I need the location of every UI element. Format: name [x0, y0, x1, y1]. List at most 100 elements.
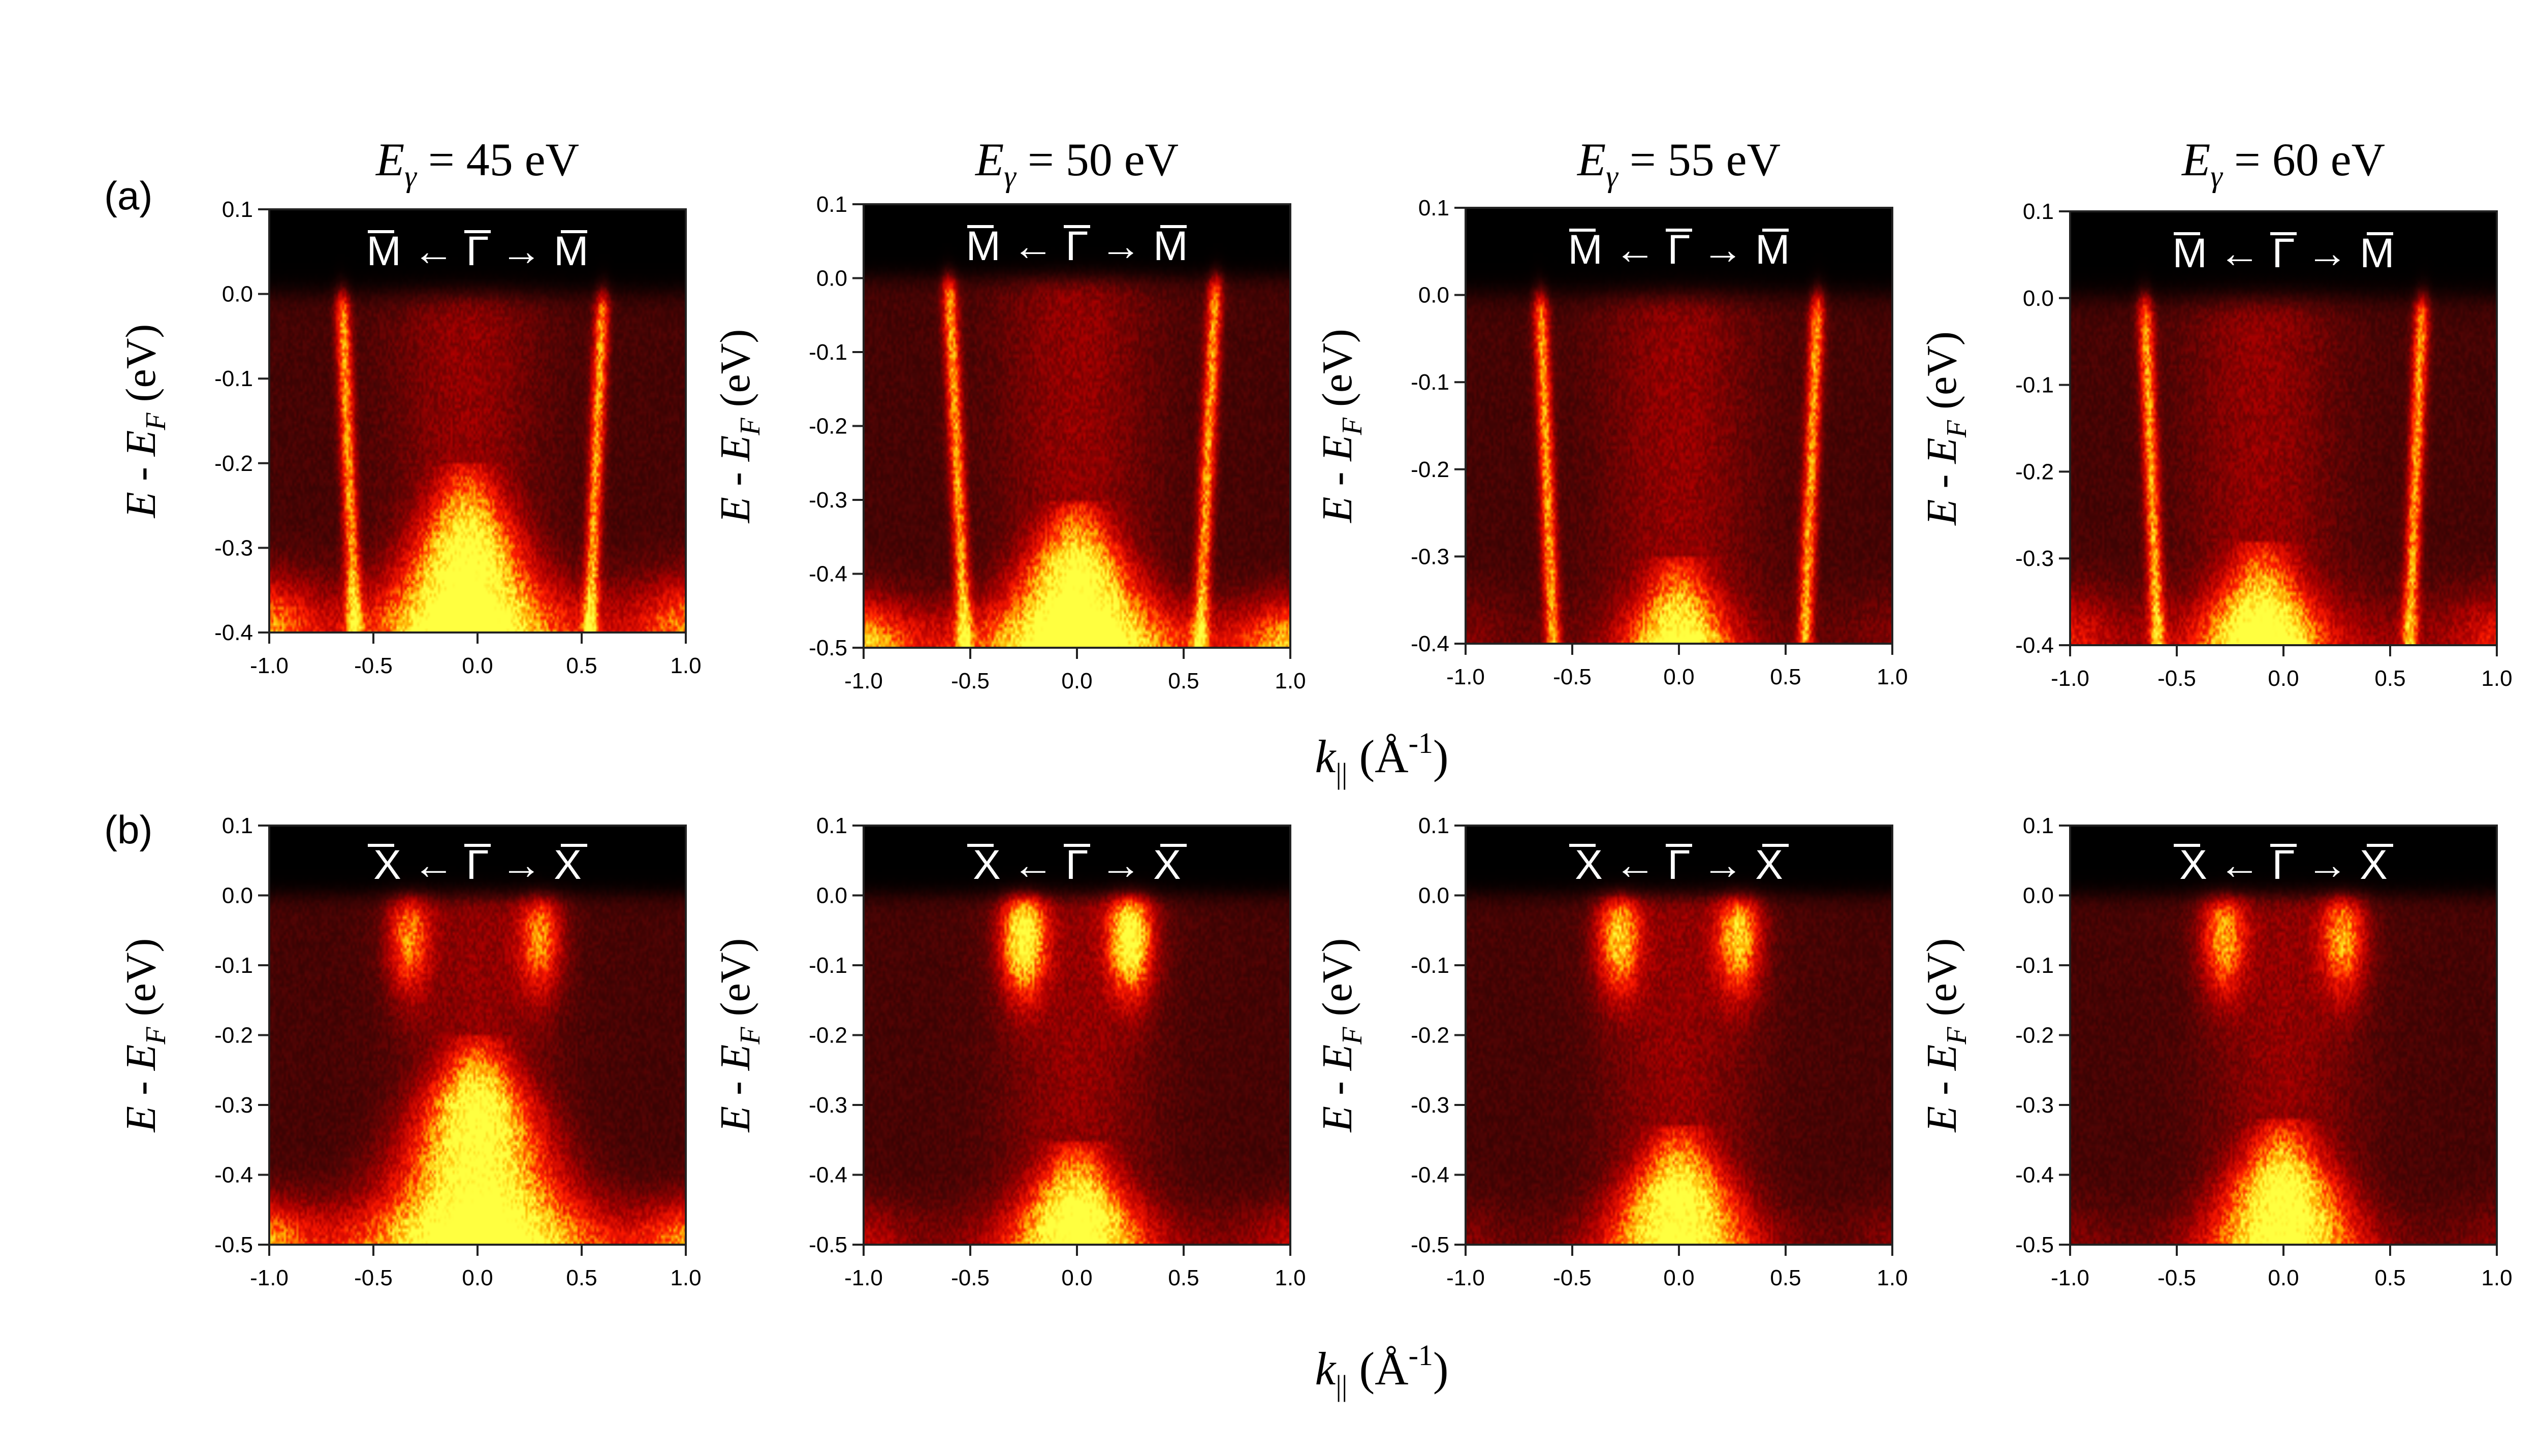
x-tick-label: -0.5 [2157, 1265, 2196, 1290]
xlabel-symbol: k [1315, 1343, 1337, 1395]
ylabel-subscript: F [1941, 1027, 1973, 1045]
y-tick-label: 0.0 [1418, 283, 1449, 308]
direction-center: Γ [1065, 223, 1088, 269]
y-tick-label: -0.4 [2015, 1163, 2054, 1188]
y-tick-label: -0.1 [809, 953, 847, 978]
x-tick-label: -1.0 [2051, 666, 2089, 691]
y-tick-label: 0.0 [222, 883, 253, 908]
direction-arrow: ← [2207, 230, 2272, 276]
direction-left: M [966, 223, 1001, 269]
row-label: (b) [104, 807, 152, 852]
ylabel-unit: (eV) [1314, 938, 1361, 1027]
y-tick-label: -0.2 [2015, 1023, 2054, 1048]
ylabel-unit: (eV) [117, 324, 165, 413]
y-tick-label: -0.3 [809, 1093, 847, 1118]
x-tick-label: -0.5 [354, 653, 393, 678]
y-axis-label: E - EF (eV) [712, 938, 766, 1133]
direction-arrow: → [489, 842, 554, 888]
x-axis-label: k|| (Å-1) [1315, 1339, 1448, 1402]
xlabel-close: ) [1433, 1343, 1449, 1395]
direction-left: X [373, 842, 401, 888]
y-axis-label: E - EF (eV) [712, 329, 766, 524]
y-tick-label: -0.1 [214, 953, 253, 978]
intensity-map [1466, 208, 1892, 644]
y-tick-label: -0.5 [1411, 1232, 1449, 1257]
direction-arrow: → [489, 228, 554, 274]
direction-arrow: ← [1603, 227, 1668, 273]
panel-a2: 0.10.0-0.1-0.2-0.3-0.4-0.5-1.0 -0.5 0.0 0.5… [712, 192, 1306, 693]
direction-arrow: → [1089, 223, 1154, 269]
panel-b4: 0.10.0-0.1-0.2-0.3-0.4-0.5-1.0 -0.5 0.0 0.5… [1918, 813, 2513, 1290]
x-tick-label: 0.5 [2374, 666, 2405, 691]
ylabel-symbol: E [712, 1106, 759, 1132]
direction-label: X ← Γ → X [1575, 842, 1783, 888]
direction-arrow: ← [401, 842, 466, 888]
direction-left: M [367, 228, 401, 274]
y-tick-label: 0.0 [2023, 883, 2054, 908]
ylabel-ef: E [712, 1044, 759, 1071]
y-tick-label: -0.2 [1411, 1023, 1449, 1048]
y-tick-label: -0.3 [214, 535, 253, 560]
ylabel-unit: (eV) [1918, 938, 1965, 1027]
y-tick-label: -0.2 [1411, 457, 1449, 482]
direction-arrow: ← [1603, 842, 1668, 888]
x-tick-label: 1.0 [1877, 664, 1908, 689]
title-rest: = 50 eV [1016, 134, 1179, 185]
direction-label: M ← Γ → M [1568, 227, 1790, 273]
panel-b1: 0.10.0-0.1-0.2-0.3-0.4-0.5-1.0 -0.5 0.0 0.5… [117, 813, 702, 1290]
direction-label: M ← Γ → M [2173, 230, 2395, 276]
direction-center: Γ [2272, 230, 2295, 276]
direction-arrow: ← [2207, 842, 2272, 888]
direction-label: X ← Γ → X [373, 842, 582, 888]
direction-center: Γ [466, 228, 489, 274]
y-tick-label: -0.2 [809, 1023, 847, 1048]
x-tick-label: 0.0 [462, 653, 493, 678]
direction-left: X [2179, 842, 2207, 888]
direction-arrow: ← [1001, 842, 1066, 888]
x-tick-label: 0.0 [1663, 1265, 1694, 1290]
row-label: (a) [104, 173, 152, 218]
ylabel-symbol: E [1918, 1106, 1965, 1132]
y-tick-label: -0.3 [1411, 544, 1449, 569]
y-axis-label: E - EF (eV) [1314, 329, 1368, 523]
intensity-map [269, 826, 686, 1245]
x-tick-label: 1.0 [670, 1265, 701, 1290]
ylabel-minus: - [1314, 1070, 1361, 1106]
y-tick-label: -0.2 [214, 451, 253, 476]
direction-left: X [973, 842, 1001, 888]
panel-b3: 0.10.0-0.1-0.2-0.3-0.4-0.5-1.0 -0.5 0.0 0.5… [1314, 813, 1908, 1290]
y-tick-label: -0.1 [809, 340, 847, 365]
x-tick-label: -0.5 [951, 1265, 990, 1290]
row-labels: (a) (b) [104, 173, 152, 852]
y-tick-label: 0.1 [222, 197, 253, 222]
panel-b2: 0.10.0-0.1-0.2-0.3-0.4-0.5-1.0 -0.5 0.0 0.5… [712, 813, 1306, 1290]
x-tick-label: -1.0 [844, 1265, 883, 1290]
x-tick-label: 0.5 [1770, 1265, 1801, 1290]
y-tick-label: -0.4 [809, 1163, 847, 1188]
y-tick-label: -0.5 [809, 1232, 847, 1257]
x-tick-label: 0.5 [1770, 664, 1801, 689]
y-axis-label: E - EF (eV) [117, 324, 172, 519]
title-rest: = 60 eV [2222, 134, 2385, 185]
y-tick-label: -0.3 [2015, 1093, 2054, 1118]
y-axis-label: E - EF (eV) [117, 938, 172, 1133]
title-subscript: γ [2210, 160, 2223, 193]
ylabel-subscript: F [1337, 417, 1368, 435]
x-tick-label: 0.0 [462, 1265, 493, 1290]
x-axis-label: k|| (Å-1) [1315, 726, 1448, 790]
ylabel-subscript: F [1941, 420, 1973, 438]
direction-arrow: → [1089, 842, 1154, 888]
title-subscript: γ [1606, 160, 1618, 193]
y-tick-label: 0.1 [1418, 813, 1449, 838]
title-rest: = 45 eV [417, 134, 579, 185]
ylabel-symbol: E [117, 492, 165, 518]
x-tick-label: 0.5 [566, 653, 597, 678]
x-tick-label: 1.0 [2481, 666, 2512, 691]
direction-arrow: ← [1001, 223, 1066, 269]
ylabel-unit: (eV) [1314, 329, 1361, 418]
direction-center: Γ [2272, 842, 2295, 888]
x-tick-label: 0.0 [2268, 1265, 2299, 1290]
direction-right: X [554, 842, 582, 888]
xlabel-superscript: -1 [1409, 726, 1433, 759]
y-tick-label: 0.1 [1418, 196, 1449, 220]
